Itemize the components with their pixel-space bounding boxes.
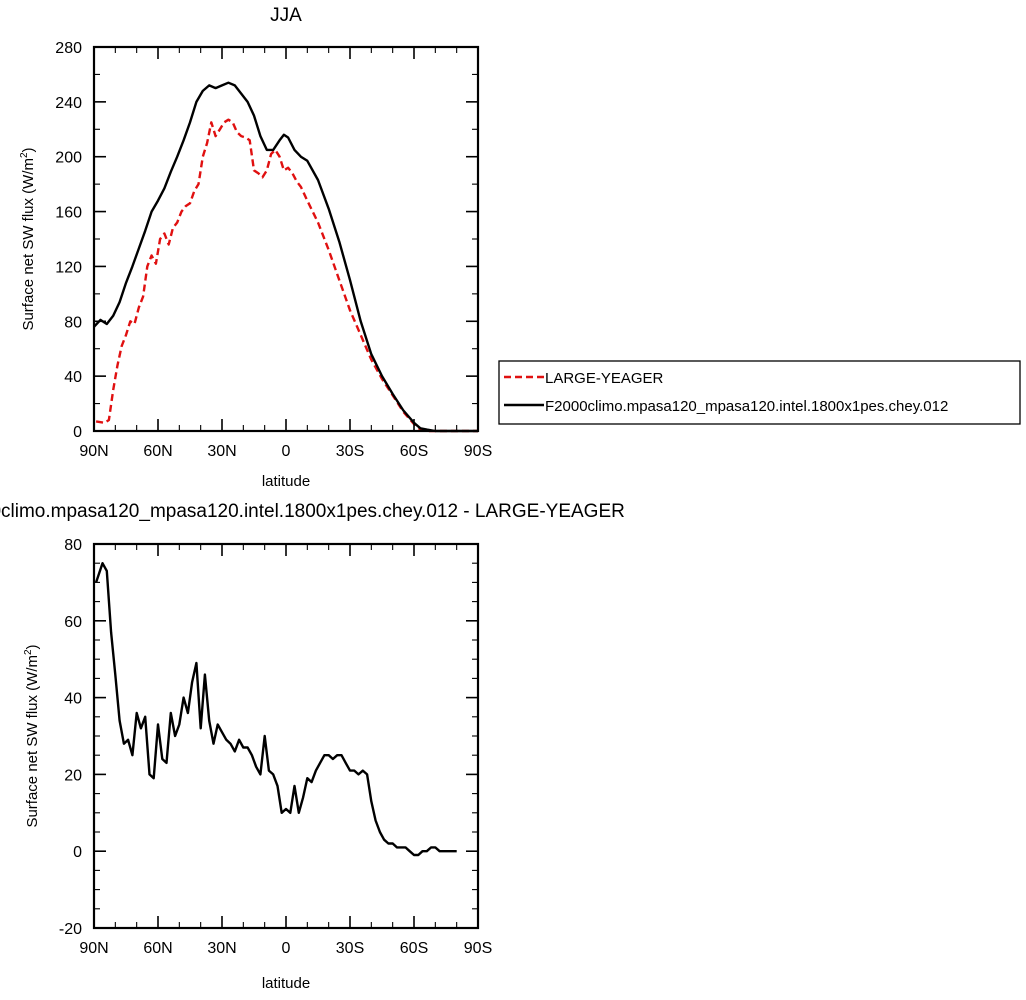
y-tick-label: 40 [64,691,82,708]
legend-label-large-yeager: LARGE-YEAGER [545,370,664,387]
x-tick-label: 60N [143,940,172,957]
top-panel-frame [92,45,480,433]
x-tick-label: 30N [207,940,236,957]
y-tick-label: 200 [55,150,82,167]
bottom-panel-x-axis-label: latitude [262,975,310,992]
y-tick-label: 240 [55,95,82,112]
x-tick-label: 90S [464,940,492,957]
bottom-panel-axes: 90N 60N 30N 0 30S 60S 90S -20 0 20 40 60 80 [59,537,492,957]
x-tick-label: 0 [282,940,291,957]
top-panel: JJA 90N 60N 30N 0 30S 60S 90S 0 40 80 120 160 200 240… [19,5,1021,490]
x-tick-label: 30S [336,443,364,460]
y-tick-label: 160 [55,205,82,222]
legend-box [498,360,1021,425]
top-panel-plot-area [93,81,478,433]
bottom-panel: F2000climo.mpasa120_mpasa120.intel.1800x… [0,501,625,992]
bottom-panel-frame [92,542,480,930]
y-tick-label: 60 [64,614,82,631]
y-tick-label: 80 [64,314,82,331]
x-tick-label: 90N [79,940,108,957]
series-line-large-yeager [95,118,478,433]
x-tick-label: 90S [464,443,492,460]
legend: LARGE-YEAGER F2000climo.mpasa120_mpasa12… [498,360,1021,425]
x-tick-label: 30S [336,940,364,957]
bottom-panel-plot-area [94,562,457,857]
top-panel-y-axis-label: Surface net SW flux (W/m2) [19,147,37,330]
y-tick-label: 20 [64,767,82,784]
bottom-panel-title: F2000climo.mpasa120_mpasa120.intel.1800x… [0,501,625,522]
y-tick-label: 80 [64,537,82,554]
bottom-panel-y-axis-label: Surface net SW flux (W/m2) [23,644,41,827]
y-tick-label: 280 [55,40,82,57]
series-line-difference [94,562,457,857]
y-tick-label: 0 [73,844,82,861]
y-tick-label: 0 [73,424,82,441]
top-panel-title: JJA [270,5,302,26]
top-panel-axes: 90N 60N 30N 0 30S 60S 90S 0 40 80 120 160 200 240 280 [55,40,492,460]
x-tick-label: 60S [400,940,428,957]
y-tick-label: 120 [55,259,82,276]
y-tick-label: 40 [64,369,82,386]
top-panel-x-axis-label: latitude [262,473,310,490]
x-tick-label: 60S [400,443,428,460]
legend-label-f2000climo: F2000climo.mpasa120_mpasa120.intel.1800x… [545,398,948,415]
x-tick-label: 90N [79,443,108,460]
x-tick-label: 60N [143,443,172,460]
x-tick-label: 30N [207,443,236,460]
y-tick-label: -20 [59,921,82,938]
series-line-f2000climo-mpasa120-mpasa120-i [93,81,478,433]
x-tick-label: 0 [282,443,291,460]
